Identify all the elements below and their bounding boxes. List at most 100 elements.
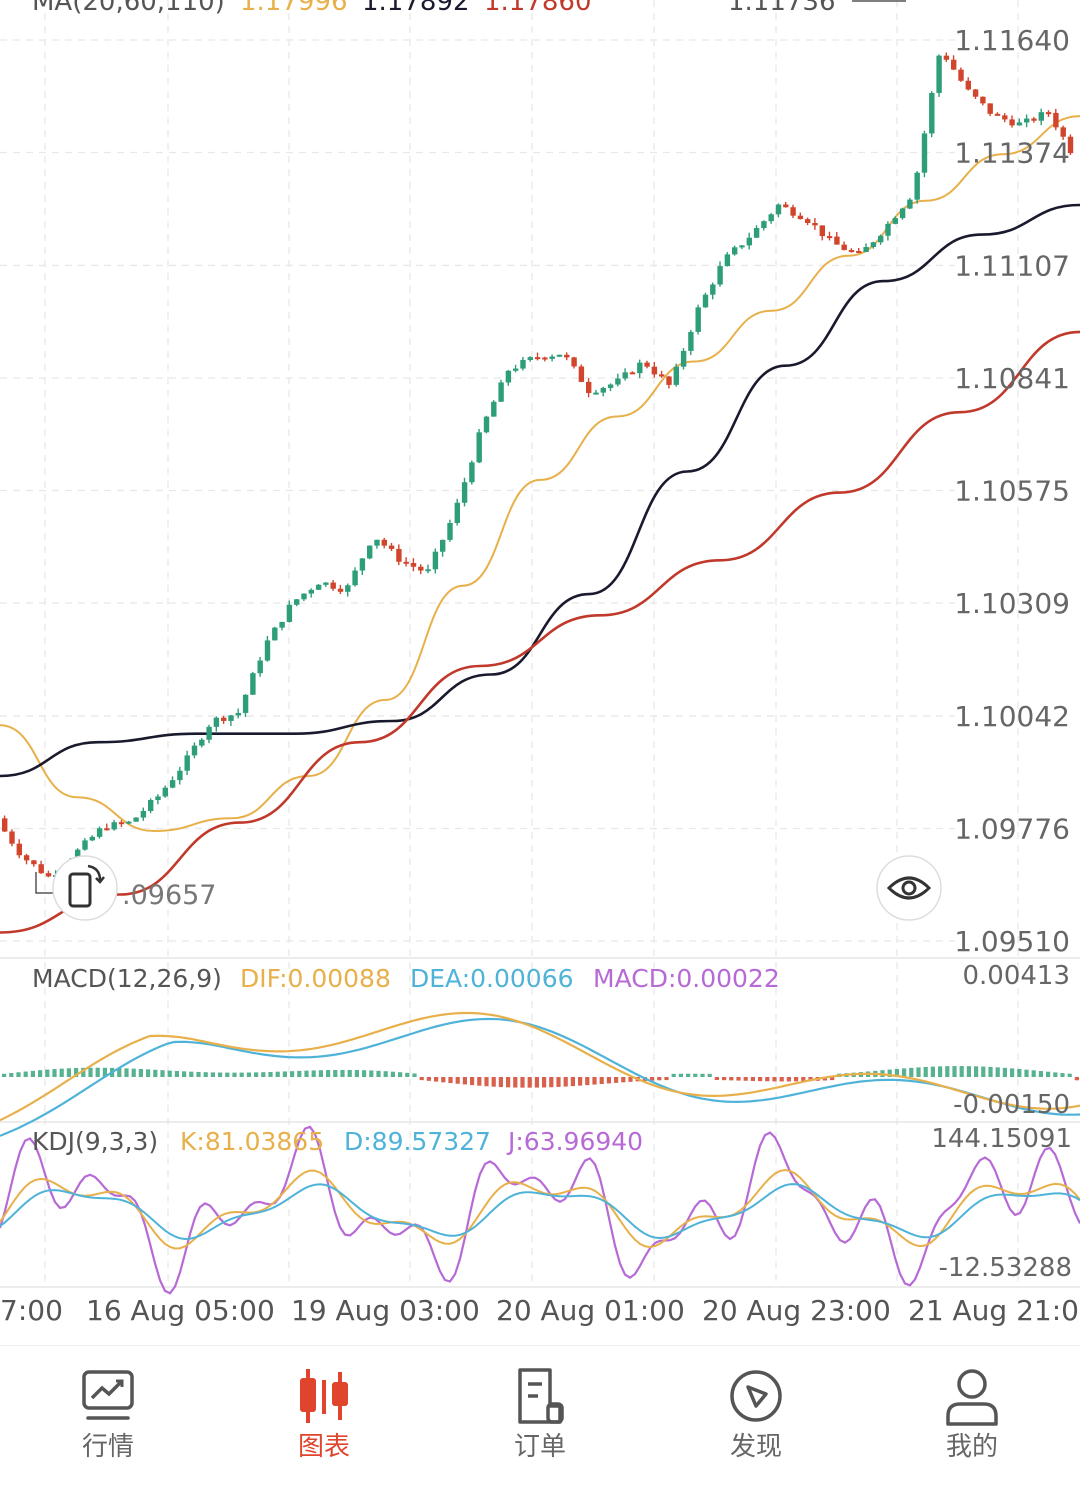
- candle-body: [1031, 118, 1037, 121]
- macd-bar: [714, 1077, 719, 1081]
- candle-body: [23, 855, 30, 861]
- macd-bar: [318, 1070, 323, 1077]
- candle-body: [410, 563, 417, 567]
- candle-body: [783, 204, 789, 208]
- candle-body: [432, 551, 439, 570]
- ma-legend-label: MA(20,60,110): [32, 0, 225, 17]
- candle-body: [907, 199, 913, 209]
- macd-bar: [45, 1069, 50, 1077]
- candle-body: [505, 370, 512, 383]
- macd-bar: [462, 1077, 467, 1085]
- macd-bar: [1024, 1069, 1029, 1077]
- macd-bar: [426, 1077, 431, 1081]
- chart-canvas[interactable]: MA(20,60,110) 1.17996 1.17892 1.17860 1.…: [0, 0, 1080, 1345]
- time-axis-label: 20 Aug 01:00: [496, 1294, 685, 1327]
- macd-bar: [1046, 1071, 1051, 1077]
- candle-body: [513, 368, 519, 371]
- macd-dea-line: [0, 1017, 1080, 1137]
- macd-bar: [606, 1077, 611, 1084]
- macd-bar: [405, 1072, 410, 1077]
- macd-bar: [534, 1077, 539, 1088]
- candle-body: [250, 673, 256, 695]
- candle-body: [359, 558, 366, 571]
- time-axis-label: 21 Aug 21:00: [908, 1294, 1080, 1327]
- macd-histogram: [2, 1066, 1079, 1088]
- macd-bar: [1002, 1067, 1007, 1077]
- candle-body: [834, 236, 840, 245]
- candle-body: [680, 350, 687, 367]
- candle-body: [491, 401, 497, 417]
- candle-body: [534, 357, 541, 360]
- toggle-visibility-button[interactable]: [876, 855, 942, 921]
- candle-body: [753, 228, 760, 238]
- discover-compass-icon: [730, 1370, 782, 1422]
- tab-charts[interactable]: 图表: [216, 1346, 432, 1485]
- candle-body: [162, 787, 168, 797]
- candle-body: [848, 250, 855, 253]
- candle-body: [75, 849, 81, 861]
- macd-bar: [174, 1070, 179, 1077]
- candle-body: [929, 92, 935, 134]
- kdj-axis-min: -12.53288: [939, 1253, 1072, 1283]
- macd-bar: [1053, 1072, 1058, 1077]
- macd-bar: [988, 1066, 993, 1077]
- candle-body: [279, 621, 285, 628]
- macd-bar: [261, 1072, 266, 1077]
- macd-bar: [124, 1068, 129, 1077]
- candle-body: [111, 822, 117, 830]
- candle-body: [345, 585, 351, 592]
- rotate-screen-button[interactable]: [52, 855, 118, 921]
- candle-body: [586, 381, 592, 393]
- candle-body: [980, 96, 986, 104]
- ma110-value: 1.17860: [484, 0, 592, 17]
- candle-body: [38, 864, 44, 874]
- macd-bar: [786, 1077, 791, 1082]
- kdj-k-value: K:81.03865: [180, 1127, 324, 1156]
- candle-body: [148, 800, 154, 812]
- tab-market[interactable]: 行情: [0, 1346, 216, 1485]
- candle-body: [461, 482, 468, 503]
- macd-bar: [966, 1066, 971, 1077]
- candle-body: [294, 599, 300, 605]
- order-document-icon: [518, 1368, 564, 1424]
- price-axis-label: 1.11107: [954, 249, 1070, 282]
- macd-bar: [311, 1070, 316, 1077]
- tab-me[interactable]: 我的: [864, 1346, 1080, 1485]
- macd-bar: [750, 1077, 755, 1081]
- candle-body: [578, 366, 585, 382]
- macd-bar: [102, 1067, 107, 1077]
- low-price-label: .09657: [122, 880, 216, 911]
- ma110-line: [0, 330, 1080, 934]
- macd-bar: [1038, 1071, 1043, 1077]
- candle-body: [286, 604, 293, 622]
- macd-bar: [657, 1077, 662, 1081]
- macd-bar: [290, 1071, 295, 1077]
- macd-bar: [686, 1073, 691, 1077]
- candle-body: [483, 416, 490, 433]
- time-axis-label: 20 Aug 23:00: [702, 1294, 891, 1327]
- macd-lines: [0, 1011, 1080, 1137]
- macd-bar: [693, 1073, 698, 1077]
- macd-bar: [1074, 1077, 1079, 1081]
- candle-body: [607, 384, 614, 388]
- candle-body: [556, 354, 563, 357]
- macd-bar: [448, 1077, 453, 1084]
- tab-orders[interactable]: 订单: [432, 1346, 648, 1485]
- candle-body: [659, 374, 665, 377]
- candle-body: [206, 726, 212, 740]
- macd-bar: [160, 1070, 165, 1077]
- candle-body: [498, 382, 504, 402]
- candle-body: [826, 236, 833, 239]
- macd-bar: [628, 1077, 633, 1082]
- price-axis: 1.11640 1.11374 1.11107 1.10841 1.10575 1.103…: [954, 24, 1070, 958]
- candle-body: [673, 366, 679, 385]
- candle-body: [301, 593, 307, 600]
- macd-bar: [736, 1077, 741, 1081]
- candle-body: [228, 715, 234, 721]
- candle-body: [710, 284, 716, 295]
- tab-discover[interactable]: 发现: [648, 1346, 864, 1485]
- macd-bar: [225, 1072, 230, 1077]
- candle-body: [352, 570, 358, 586]
- macd-bar: [333, 1069, 338, 1077]
- macd-bar: [765, 1077, 770, 1082]
